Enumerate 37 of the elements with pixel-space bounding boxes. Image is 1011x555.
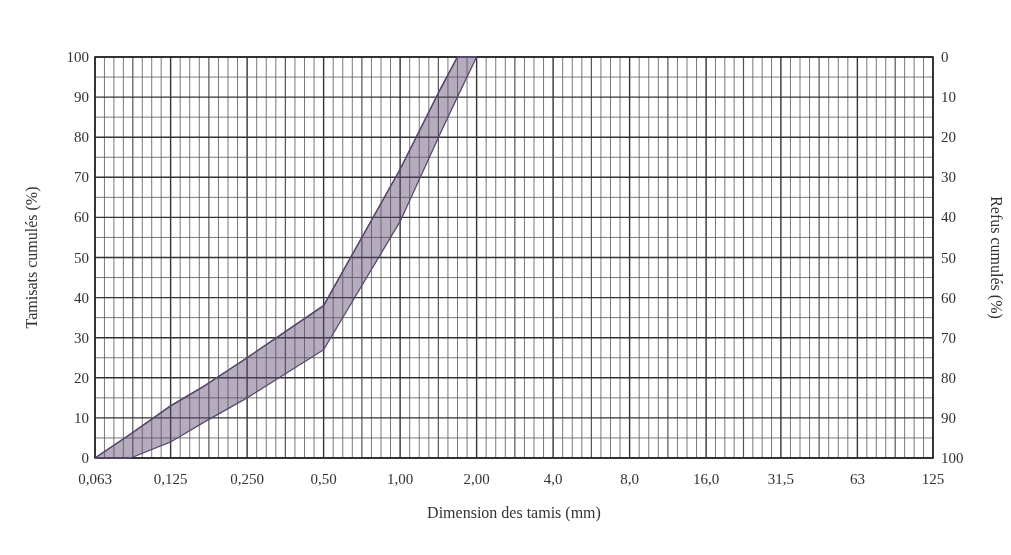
y2-tick-label: 40 [941,209,956,226]
y-tick-label: 40 [74,289,89,306]
x-tick-label: 0,063 [78,471,112,487]
y2-tick-label: 70 [941,329,956,346]
y2-tick-label: 60 [941,289,956,306]
x-tick-label: 0,125 [153,471,188,487]
x-tick-label: 125 [921,471,945,487]
x-tick-label: 0,250 [230,471,264,487]
x-tick-label: 31,5 [767,471,795,487]
y-tick-label: 90 [74,89,89,106]
y-tick-label: 80 [74,129,89,146]
x-tick-label: 63 [849,471,865,487]
y-tick-label: 30 [74,329,89,346]
x-axis-title: Dimension des tamis (mm) [427,504,601,522]
y-tick-label: 20 [74,369,89,386]
x-tick-label: 4,0 [543,471,563,487]
x-tick-label: 1,00 [386,471,414,487]
y-axis-title: Tamisats cumulés (%) [23,186,41,329]
y2-tick-label: 10 [941,89,956,106]
y-tick-label: 100 [66,49,89,65]
y2-tick-label: 80 [941,369,956,386]
y2-tick-label: 50 [941,249,956,266]
y-tick-label: 0 [81,450,89,466]
y2-tick-label: 0 [941,49,949,65]
y2-tick-label: 20 [941,129,956,146]
y2-tick-label: 90 [941,409,956,426]
x-tick-label: 16,0 [692,471,720,487]
x-tick-label: 8,0 [620,471,639,487]
y-tick-label: 60 [74,209,89,226]
x-tick-label: 2,00 [463,471,490,487]
y-tick-label: 10 [74,409,89,426]
x-tick-label: 0,50 [310,471,337,487]
y2-tick-label: 100 [941,450,964,466]
y-tick-label: 70 [74,169,89,186]
y2-axis-title: Refus cumulés (%) [987,196,1005,319]
y2-tick-label: 30 [941,169,956,186]
y-tick-label: 50 [74,249,89,266]
